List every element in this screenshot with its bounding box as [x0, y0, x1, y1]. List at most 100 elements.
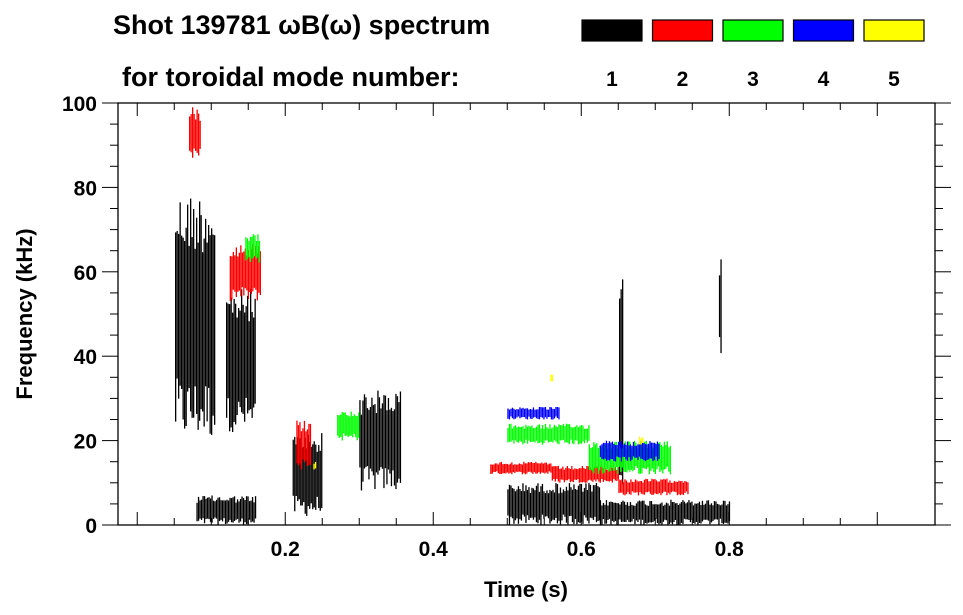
- spectrum-strip: [563, 469, 565, 483]
- spectrum-strip: [628, 445, 630, 458]
- spectrum-strip: [512, 464, 514, 473]
- spectrum-strip: [230, 297, 232, 428]
- spectrum-strip: [212, 500, 215, 519]
- spectrum-strip: [244, 248, 246, 289]
- spectrum-strip: [544, 407, 547, 418]
- spectrum-strip: [179, 202, 181, 386]
- spectrum-strip: [243, 251, 245, 296]
- spectrum-strip: [571, 466, 573, 482]
- spectrum-strip: [627, 482, 629, 493]
- y-tick-label: 40: [74, 346, 97, 369]
- spectrum-strip: [532, 488, 535, 520]
- spectrum-strip: [700, 505, 702, 524]
- spectrum-strip: [319, 450, 321, 511]
- spectrum-strip: [523, 461, 525, 473]
- spectrum-strip: [529, 426, 532, 442]
- spectrum-strip: [641, 500, 644, 520]
- spectrum-strip: [229, 497, 231, 520]
- spectrum-strip: [229, 304, 231, 432]
- spectrum-strip: [189, 116, 191, 151]
- legend-label-mode-3: 3: [747, 68, 759, 91]
- spectrum-strip: [599, 500, 602, 525]
- spectrum-strip: [654, 479, 656, 494]
- spectrum-strip: [535, 426, 538, 441]
- spectrum-strip: [247, 496, 249, 525]
- spectrum-strip: [236, 317, 238, 415]
- spectrum-strip: [667, 503, 669, 525]
- spectrum-strip: [516, 427, 518, 443]
- spectrum-strip: [596, 443, 598, 469]
- spectrum-strip: [531, 425, 533, 443]
- spectrum-strip: [176, 231, 178, 379]
- spectrum-strip: [241, 289, 243, 413]
- spectrum-strip: [579, 483, 581, 524]
- spectrum-strip: [561, 425, 563, 441]
- spectrum-strip: [221, 500, 224, 522]
- spectrum-strip: [392, 411, 394, 471]
- spectrum-strip: [536, 463, 538, 474]
- spectrum-strip: [321, 433, 323, 509]
- spectrum-strip: [508, 423, 511, 442]
- spectrum-strip: [544, 462, 546, 474]
- spectrum-strip: [259, 251, 261, 296]
- spectral-region-mode-2: [296, 420, 312, 470]
- spectrum-strip: [721, 504, 723, 524]
- spectrum-strip: [369, 406, 372, 469]
- spectrum-strip: [350, 411, 352, 436]
- spectrum-strip: [539, 463, 541, 474]
- spectrum-strip: [591, 491, 593, 519]
- spectrum-strip: [653, 504, 656, 521]
- spectral-region-mode-2: [551, 466, 619, 483]
- spectrum-strip: [632, 442, 635, 457]
- spectrum-strip: [583, 467, 585, 482]
- spectrum-strip: [698, 501, 701, 523]
- spectrum-strip: [519, 407, 521, 419]
- spectrum-strip: [662, 446, 664, 474]
- spectrum-strip: [237, 256, 239, 292]
- y-tick-label: 80: [74, 177, 97, 200]
- spectrum-strip: [580, 483, 583, 522]
- spectrum-strip: [553, 424, 556, 441]
- spectrum-strip: [300, 431, 303, 470]
- legend-swatch-mode-5: [863, 19, 925, 42]
- spectrum-strip: [568, 483, 571, 517]
- spectrum-strip: [380, 408, 382, 468]
- spectrum-strip: [621, 479, 623, 493]
- spectrum-strip: [665, 502, 668, 521]
- spectrum-strip: [577, 469, 579, 480]
- spectrum-strip: [619, 442, 621, 458]
- spectrum-strip: [629, 502, 632, 523]
- spectrum-strip: [558, 424, 560, 445]
- spectrum-strip: [601, 444, 603, 459]
- spectrum-strip: [669, 480, 671, 495]
- spectrum-strip: [252, 244, 254, 292]
- spectrum-strip: [533, 463, 535, 473]
- spectrum-strip: [582, 425, 584, 442]
- spectrum-strip: [590, 469, 592, 481]
- spectrum-strip: [178, 233, 180, 399]
- spectrum-strip: [614, 445, 617, 462]
- spectrum-strip: [240, 245, 242, 297]
- spectrum-strip: [595, 483, 598, 523]
- spectrum-strip: [584, 469, 586, 483]
- spectrum-strip: [496, 463, 498, 472]
- x-tick-label: 0.4: [419, 538, 449, 561]
- spectrum-strip: [623, 501, 626, 522]
- chart-title: Shot 139781 ωB(ω) spectrum: [113, 10, 490, 40]
- spectrum-strip: [592, 485, 595, 520]
- spectrum-strip: [187, 204, 189, 392]
- spectrum-strip: [387, 398, 390, 470]
- spectrum-strip: [368, 409, 370, 480]
- spectrum-strip: [511, 462, 513, 475]
- spectrum-strip: [318, 445, 320, 508]
- spectrum-strip: [528, 487, 530, 520]
- spectrum-strip: [546, 490, 548, 517]
- spectrum-strip: [200, 499, 203, 520]
- spectrum-strip: [589, 484, 592, 518]
- spectrum-strip: [214, 501, 216, 518]
- spectrum-strip: [637, 444, 639, 460]
- spectrum-strip: [257, 234, 259, 258]
- spectrum-strip: [653, 442, 656, 461]
- spectrum-strip: [558, 493, 560, 521]
- spectrum-strip: [724, 500, 726, 523]
